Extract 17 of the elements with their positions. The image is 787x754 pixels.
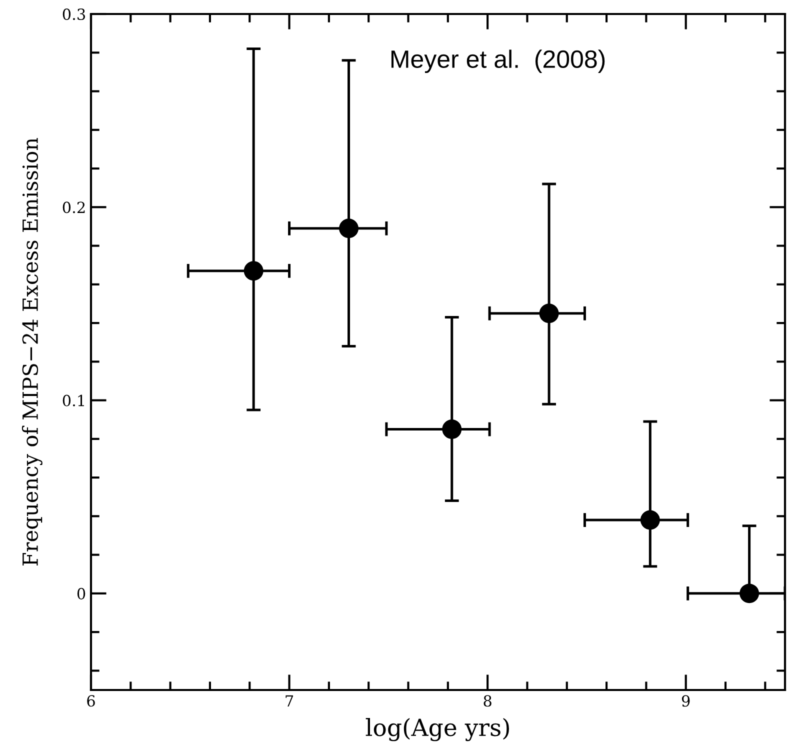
x-tick-label: 9	[682, 695, 690, 707]
y-tick-label: 0.2	[62, 202, 85, 214]
point	[640, 510, 660, 530]
y-axis-title: Frequency of MIPS−24 Excess Emission	[22, 138, 42, 566]
point	[539, 304, 559, 324]
annotation: Meyer et al. (2008)	[391, 50, 605, 73]
point	[740, 584, 760, 604]
y-tick-label: 0.3	[62, 8, 86, 20]
point	[442, 420, 462, 439]
point	[339, 218, 358, 238]
x-tick-label: 7	[286, 695, 294, 706]
y-tick-label: 0.1	[62, 394, 84, 406]
x-tick-label: 6	[87, 695, 95, 707]
y-tick-label: 0	[77, 588, 86, 600]
x-axis-title: log(Age yrs)	[366, 718, 509, 742]
point	[244, 261, 264, 281]
x-tick-label: 8	[484, 695, 492, 707]
